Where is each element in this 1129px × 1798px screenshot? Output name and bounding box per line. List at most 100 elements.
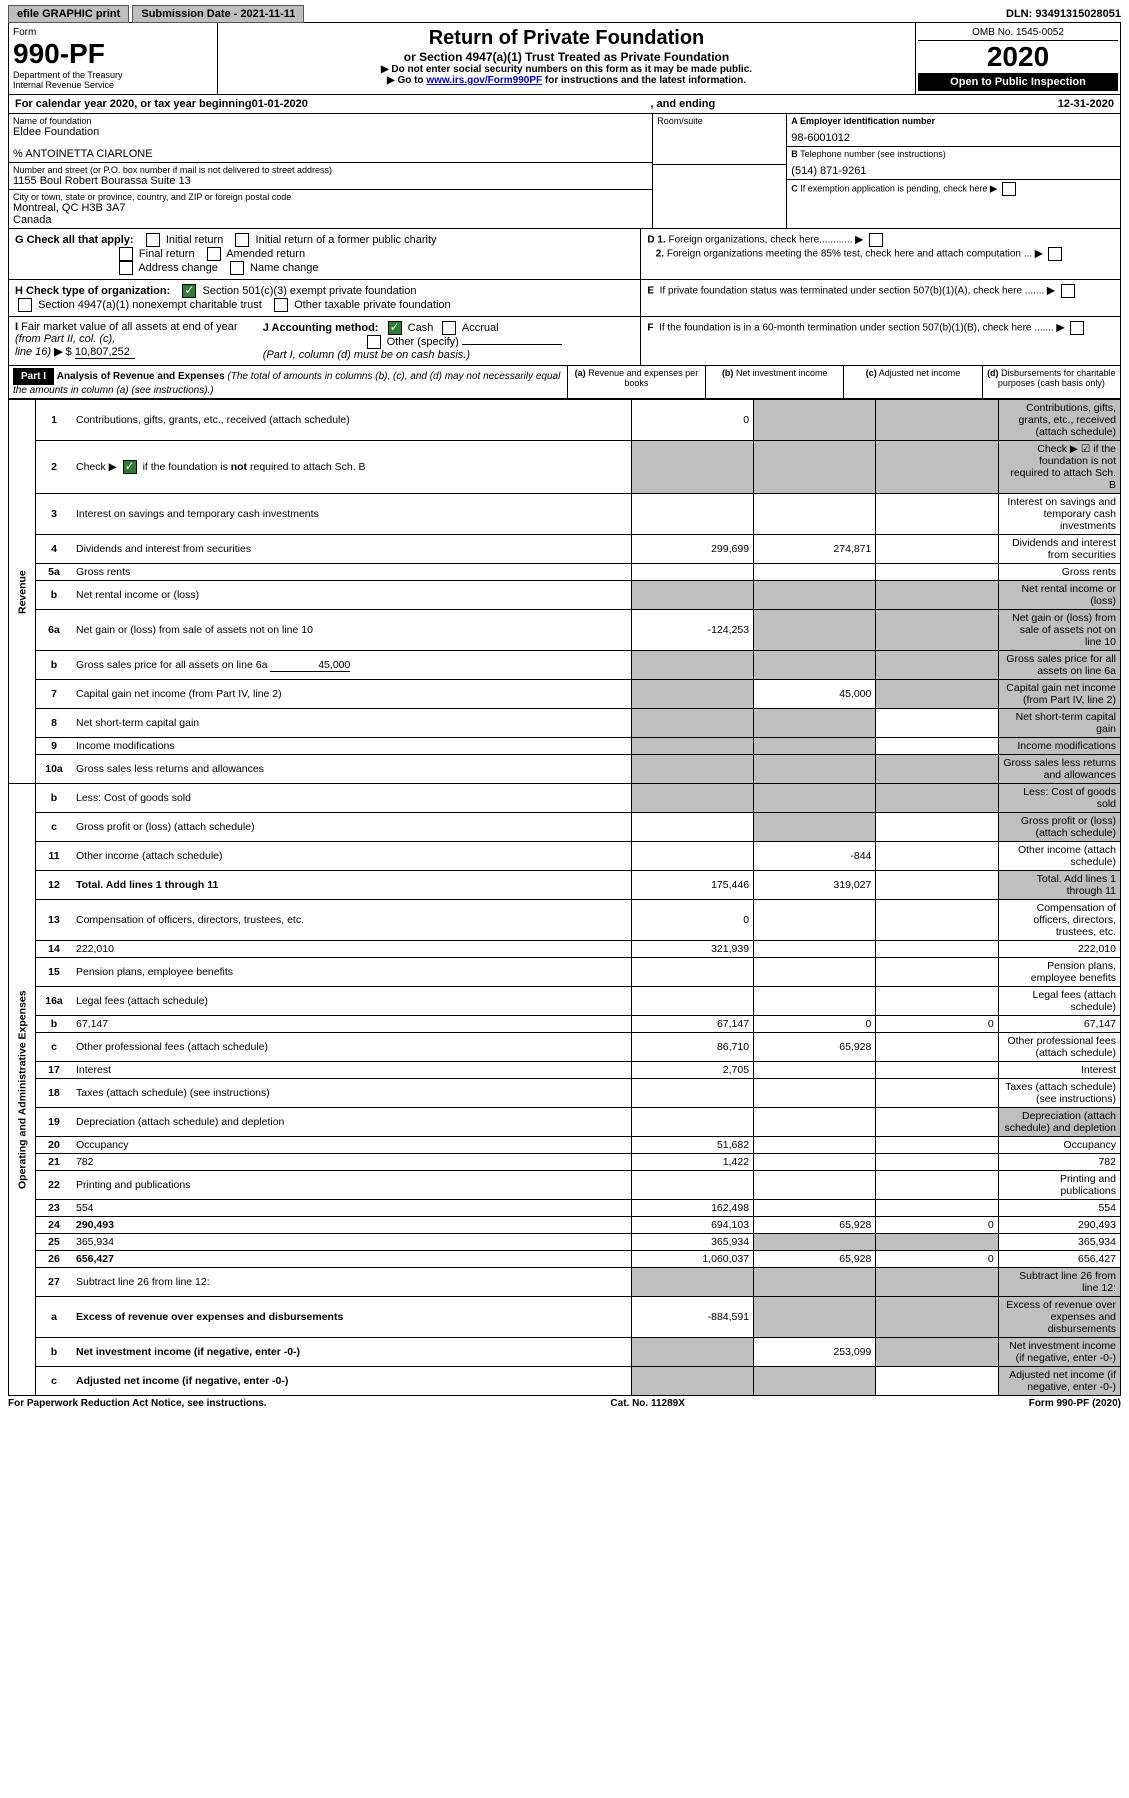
cell-a: 175,446 <box>631 871 753 900</box>
d1-checkbox[interactable] <box>869 233 883 247</box>
cell-d: Income modifications <box>998 738 1120 755</box>
cell-a: 694,103 <box>631 1217 753 1234</box>
table-row: 19Depreciation (attach schedule) and dep… <box>9 1108 1121 1137</box>
footer-left: For Paperwork Reduction Act Notice, see … <box>8 1398 267 1409</box>
h-other-checkbox[interactable] <box>274 298 288 312</box>
g-final-checkbox[interactable] <box>119 247 133 261</box>
cell-a <box>631 651 753 680</box>
ein-value: 98-6001012 <box>791 126 1116 144</box>
line-description: Less: Cost of goods sold <box>72 784 631 813</box>
part1-table: Revenue1Contributions, gifts, grants, et… <box>8 399 1121 1396</box>
line-number: 3 <box>36 494 73 535</box>
line2-checkbox[interactable] <box>123 460 137 474</box>
table-row: 14222,010321,939222,010 <box>9 941 1121 958</box>
cell-a <box>631 755 753 784</box>
line-description: Net rental income or (loss) <box>72 581 631 610</box>
h-501c3-checkbox[interactable] <box>182 284 196 298</box>
f-checkbox[interactable] <box>1070 321 1084 335</box>
line-number: 13 <box>36 900 73 941</box>
cell-d: Net gain or (loss) from sale of assets n… <box>998 610 1120 651</box>
fmv-value: 10,807,252 <box>75 346 135 359</box>
line-description: Income modifications <box>72 738 631 755</box>
cell-a: 321,939 <box>631 941 753 958</box>
cell-c <box>876 1200 998 1217</box>
h-4947-checkbox[interactable] <box>18 298 32 312</box>
cell-c <box>876 441 998 494</box>
line-number: 5a <box>36 564 73 581</box>
j-cash-checkbox[interactable] <box>388 321 402 335</box>
line-number: 25 <box>36 1234 73 1251</box>
j-other-checkbox[interactable] <box>367 335 381 349</box>
g-initial-former-checkbox[interactable] <box>235 233 249 247</box>
top-bar: efile GRAPHIC print Submission Date - 20… <box>8 8 1121 20</box>
footer-mid: Cat. No. 11289X <box>610 1398 684 1409</box>
cell-c: 0 <box>876 1217 998 1234</box>
dept-treasury: Department of the Treasury <box>13 70 213 80</box>
table-row: 13 Compensation of officers, directors, t… <box>9 900 1121 941</box>
street-address: 1155 Boul Robert Bourassa Suite 13 <box>13 175 648 187</box>
line-description: Gross sales price for all assets on line… <box>72 651 631 680</box>
line-description: Net gain or (loss) from sale of assets n… <box>72 610 631 651</box>
cell-c <box>876 755 998 784</box>
c-checkbox[interactable] <box>1002 182 1016 196</box>
line-number: 8 <box>36 709 73 738</box>
j-accrual-checkbox[interactable] <box>442 321 456 335</box>
cell-b <box>754 1108 876 1137</box>
e-checkbox[interactable] <box>1061 284 1075 298</box>
cell-d: Capital gain net income (from Part IV, l… <box>998 680 1120 709</box>
line-description: Other income (attach schedule) <box>72 842 631 871</box>
cell-c <box>876 564 998 581</box>
cell-c <box>876 651 998 680</box>
cell-d: Compensation of officers, directors, tru… <box>998 900 1120 941</box>
instr-ssn: ▶ Do not enter social security numbers o… <box>226 64 907 75</box>
j-note: (Part I, column (d) must be on cash basi… <box>263 349 470 361</box>
cell-a <box>631 494 753 535</box>
cell-c <box>876 1297 998 1338</box>
d2-checkbox[interactable] <box>1048 247 1062 261</box>
phone-value: (514) 871-9261 <box>791 159 1116 177</box>
cell-d: Gross sales less returns and allowances <box>998 755 1120 784</box>
irs-link[interactable]: www.irs.gov/Form990PF <box>426 75 542 86</box>
cell-d: 222,010 <box>998 941 1120 958</box>
cell-d: Gross profit or (loss) (attach schedule) <box>998 813 1120 842</box>
line-description: Net investment income (if negative, ente… <box>72 1338 631 1367</box>
cell-b <box>754 494 876 535</box>
cell-b <box>754 1062 876 1079</box>
table-row: 217821,422782 <box>9 1154 1121 1171</box>
tax-year: 2020 <box>918 41 1118 73</box>
line-number: b <box>36 581 73 610</box>
cell-c <box>876 680 998 709</box>
cell-c <box>876 709 998 738</box>
table-row: cAdjusted net income (if negative, enter… <box>9 1367 1121 1396</box>
line-number: 16a <box>36 987 73 1016</box>
cell-a: 1,060,037 <box>631 1251 753 1268</box>
cell-d: Printing and publications <box>998 1171 1120 1200</box>
col-c-header: (c) Adjusted net income <box>843 366 981 398</box>
part1-title: Analysis of Revenue and Expenses <box>57 371 225 382</box>
g-name-checkbox[interactable] <box>230 261 244 275</box>
cell-a <box>631 842 753 871</box>
line-number: 24 <box>36 1217 73 1234</box>
cell-b <box>754 1171 876 1200</box>
efile-button[interactable]: efile GRAPHIC print <box>8 5 129 23</box>
line-number: 20 <box>36 1137 73 1154</box>
g-address-checkbox[interactable] <box>119 261 133 275</box>
line-number: 18 <box>36 1079 73 1108</box>
cell-d: Total. Add lines 1 through 11 <box>998 871 1120 900</box>
line-number: c <box>36 1367 73 1396</box>
cell-a: 162,498 <box>631 1200 753 1217</box>
cell-b <box>754 564 876 581</box>
g-initial-checkbox[interactable] <box>146 233 160 247</box>
ein-label: A Employer identification number <box>791 116 1116 126</box>
open-to-public: Open to Public Inspection <box>918 73 1118 91</box>
line-description: 222,010 <box>72 941 631 958</box>
line-number: 2 <box>36 441 73 494</box>
g-amended-checkbox[interactable] <box>207 247 221 261</box>
cell-b <box>754 581 876 610</box>
cell-b <box>754 1268 876 1297</box>
cell-c <box>876 987 998 1016</box>
line-number: 14 <box>36 941 73 958</box>
cell-d: Gross sales price for all assets on line… <box>998 651 1120 680</box>
cell-d: 782 <box>998 1154 1120 1171</box>
cell-a <box>631 1367 753 1396</box>
